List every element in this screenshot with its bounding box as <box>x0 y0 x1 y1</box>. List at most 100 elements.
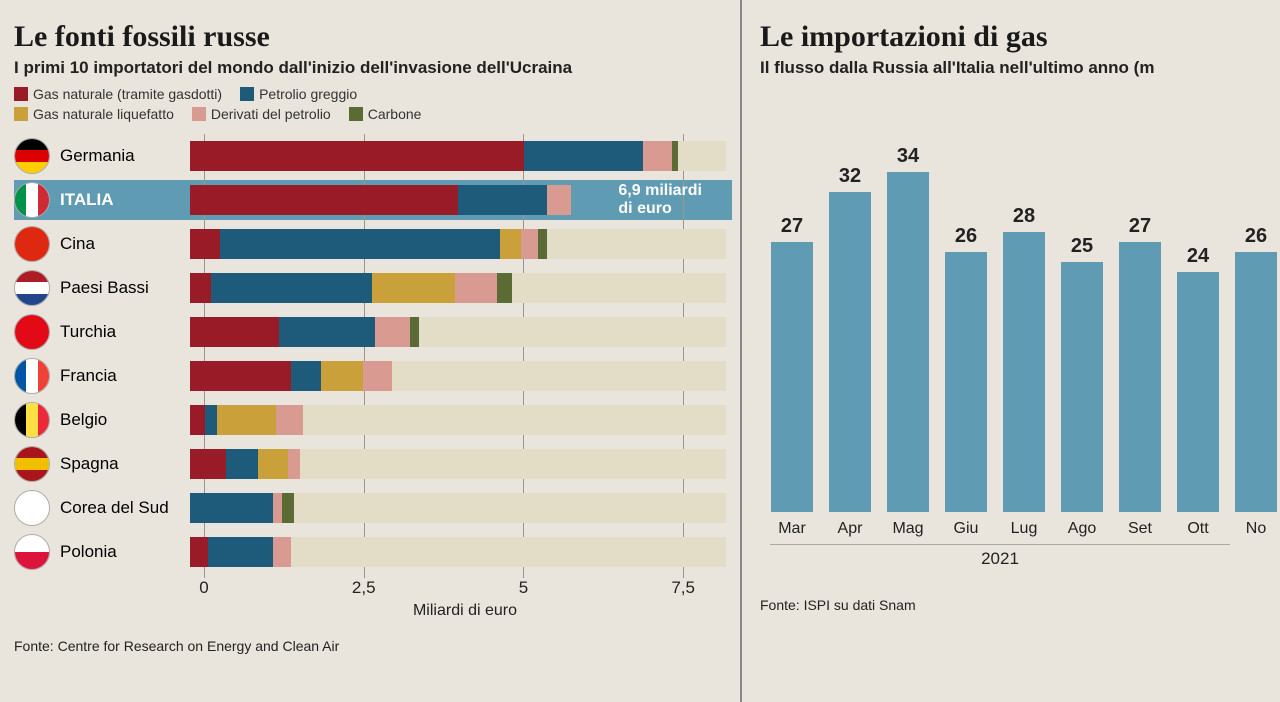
bar-segment <box>288 449 300 479</box>
x-axis: 0 2,5 5 7,5 <box>14 578 726 600</box>
vbar-rect <box>1003 232 1045 512</box>
left-source: Fonte: Centre for Research on Energy and… <box>14 638 726 654</box>
vbar-rect <box>1061 262 1103 512</box>
bar-segment <box>279 317 374 347</box>
bar-segment <box>190 449 226 479</box>
country-label: Polonia <box>50 542 190 562</box>
bar-segment <box>643 141 673 171</box>
legend-label: Derivati del petrolio <box>211 106 331 122</box>
bar-segment <box>497 273 512 303</box>
bar-segment <box>524 141 643 171</box>
left-panel: Le fonti fossili russe I primi 10 import… <box>0 0 740 702</box>
vbar-value: 27 <box>1129 215 1151 238</box>
bar-segment <box>190 141 524 171</box>
vbar-rect <box>1235 252 1277 512</box>
vbar: 32Apr <box>826 165 874 538</box>
bar-segment <box>410 317 419 347</box>
right-title: Le importazioni di gas <box>760 20 1280 54</box>
bar-segment <box>276 405 303 435</box>
vertical-bar-chart: 27Mar32Apr 34 Mag 26 Giu 28 Lug 25Ago27Set 24 Ott… <box>768 108 1280 538</box>
bar-segment <box>672 141 678 171</box>
axis-tick-label: 0 <box>199 578 208 598</box>
vbar-rect <box>887 172 929 512</box>
right-subtitle: Il flusso dalla Russia all'Italia nell'u… <box>760 58 1280 78</box>
bar-segment <box>190 185 458 215</box>
vbar-label: No <box>1246 520 1266 538</box>
bar-segment <box>458 185 547 215</box>
bar-segment <box>273 493 282 523</box>
flag-icon <box>14 138 50 174</box>
vbar: 25Ago <box>1058 235 1106 538</box>
bar-row: Spagna <box>14 442 726 486</box>
legend: Gas naturale (tramite gasdotti) Petrolio … <box>14 86 726 122</box>
vbar-rect <box>945 252 987 512</box>
vbar-label: Mag <box>892 520 923 538</box>
right-source: Fonte: ISPI su dati Snam <box>760 597 1280 613</box>
bar-segment <box>455 273 497 303</box>
flag-icon <box>14 182 50 218</box>
axis-tick-label: 2,5 <box>352 578 376 598</box>
country-label: Cina <box>50 234 190 254</box>
bar-row: Corea del Sud <box>14 486 726 530</box>
legend-swatch <box>240 87 254 101</box>
left-subtitle: I primi 10 importatori del mondo dall'in… <box>14 58 726 78</box>
vbar: 27Set <box>1116 215 1164 538</box>
flag-icon <box>14 314 50 350</box>
flag-icon <box>14 358 50 394</box>
country-label: Francia <box>50 366 190 386</box>
vbar: 27Mar <box>768 215 816 538</box>
bar-row: Turchia <box>14 310 726 354</box>
vbar-label: Giu <box>954 520 979 538</box>
vbar: 24 Ott <box>1174 245 1222 538</box>
bar-track <box>190 449 726 479</box>
bar-segment <box>190 361 291 391</box>
vbar-value: 25 <box>1071 235 1093 258</box>
vbar-value: 27 <box>781 215 803 238</box>
bar-track <box>190 317 726 347</box>
legend-label: Petrolio greggio <box>259 86 357 102</box>
bar-segment <box>363 361 393 391</box>
vbar-value: 26 <box>1245 225 1267 248</box>
bar-segment <box>190 317 279 347</box>
bar-segment <box>190 493 273 523</box>
bar-segment <box>547 185 571 215</box>
axis-tick-label: 7,5 <box>671 578 695 598</box>
axis-tick-label: 5 <box>519 578 528 598</box>
vbar-label: Lug <box>1011 520 1038 538</box>
legend-swatch <box>14 107 28 121</box>
bar-row: ITALIA6,9 miliardidi euro <box>14 178 726 222</box>
bar-segment <box>211 273 372 303</box>
bar-track <box>190 537 726 567</box>
vbar-label: Ott <box>1187 520 1208 538</box>
legend-item: Gas naturale (tramite gasdotti) <box>14 86 222 102</box>
callout-label: 6,9 miliardidi euro <box>618 182 702 217</box>
bar-segment <box>291 361 321 391</box>
legend-item: Derivati del petrolio <box>192 106 331 122</box>
stacked-bar-chart: GermaniaITALIA6,9 miliardidi euroCinaPae… <box>14 134 726 600</box>
legend-label: Gas naturale liquefatto <box>33 106 174 122</box>
vbar-value: 34 <box>897 145 919 168</box>
bar-segment <box>190 273 211 303</box>
vbar-value: 24 <box>1187 245 1209 268</box>
vbar-rect <box>771 242 813 512</box>
legend-item: Gas naturale liquefatto <box>14 106 174 122</box>
bar-row: Paesi Bassi <box>14 266 726 310</box>
bar-segment <box>375 317 411 347</box>
right-panel: Le importazioni di gas Il flusso dalla R… <box>740 0 1280 702</box>
country-label: Spagna <box>50 454 190 474</box>
bar-segment <box>190 405 205 435</box>
flag-icon <box>14 534 50 570</box>
bar-segment <box>500 229 521 259</box>
country-label: Corea del Sud <box>50 498 190 518</box>
bar-segment <box>521 229 539 259</box>
bar-segment <box>220 229 500 259</box>
flag-icon <box>14 270 50 306</box>
legend-swatch <box>192 107 206 121</box>
bar-segment <box>190 229 220 259</box>
country-label: Paesi Bassi <box>50 278 190 298</box>
bar-segment <box>321 361 363 391</box>
flag-icon <box>14 226 50 262</box>
flag-icon <box>14 490 50 526</box>
bar-row: Francia <box>14 354 726 398</box>
vbar-value: 28 <box>1013 205 1035 228</box>
